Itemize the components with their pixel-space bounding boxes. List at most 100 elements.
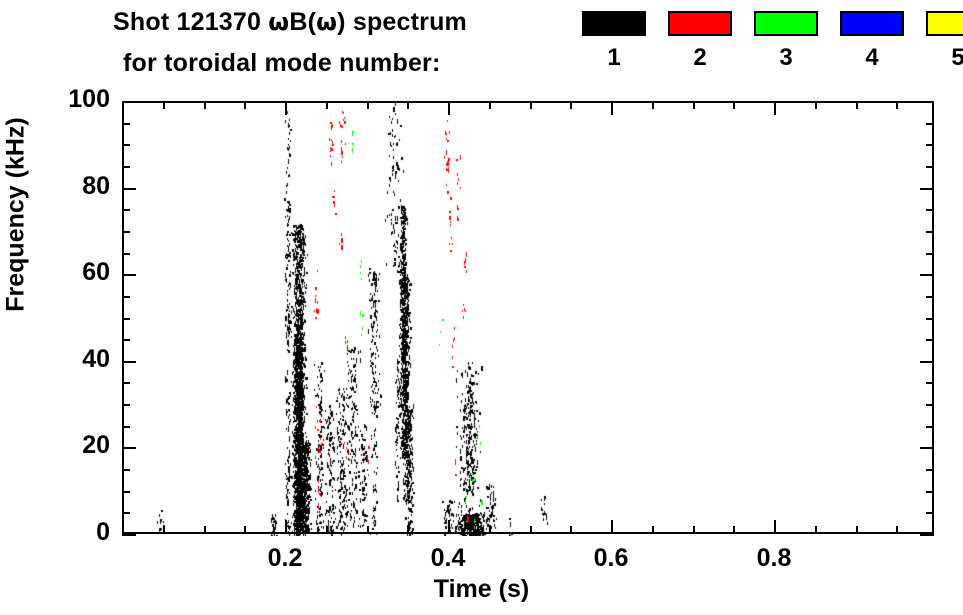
y-major-tick-80 <box>122 188 136 190</box>
y-minor-tick-95 <box>122 123 130 125</box>
y-minor-tick-right-5 <box>926 512 934 514</box>
legend-item-1: 1 <box>582 11 646 71</box>
y-minor-tick-right-65 <box>926 253 934 255</box>
x-major-tick-top-0.20 <box>285 101 287 115</box>
spectrogram-data-canvas <box>124 103 936 536</box>
y-minor-tick-right-50 <box>926 318 934 320</box>
y-major-tick-right-60 <box>920 274 934 276</box>
y-minor-tick-right-25 <box>926 426 934 428</box>
y-major-tick-right-40 <box>920 361 934 363</box>
y-minor-tick-65 <box>122 253 130 255</box>
x-major-tick-0.20 <box>285 520 287 534</box>
x-tick-label-0.4: 0.4 <box>430 544 466 572</box>
y-major-tick-40 <box>122 361 136 363</box>
x-minor-tick-0.05 <box>163 526 165 534</box>
plot-frame <box>122 101 936 536</box>
y-tick-label-60: 60 <box>82 258 110 287</box>
y-tick-label-40: 40 <box>82 344 110 373</box>
y-minor-tick-right-35 <box>926 382 934 384</box>
legend-label-3: 3 <box>779 44 793 71</box>
x-tick-label-0.6: 0.6 <box>593 544 629 572</box>
y-minor-tick-15 <box>122 469 130 471</box>
y-minor-tick-10 <box>122 491 130 493</box>
y-tick-label-80: 80 <box>82 171 110 200</box>
x-minor-tick-top-0.70 <box>693 101 695 109</box>
y-minor-tick-25 <box>122 426 130 428</box>
y-tick-label-20: 20 <box>82 431 110 460</box>
legend-swatch-1 <box>582 11 646 36</box>
x-minor-tick-0.55 <box>570 526 572 534</box>
figure-title-line-2: for toroidal mode number: <box>123 49 441 77</box>
figure-title-line-1: Shot 121370 ωB(ω) spectrum <box>113 8 467 37</box>
x-minor-tick-top-0.95 <box>896 101 898 109</box>
y-minor-tick-75 <box>122 209 130 211</box>
x-major-tick-top-0.40 <box>448 101 450 115</box>
x-minor-tick-0.85 <box>815 526 817 534</box>
title-spectrum-text: ) spectrum <box>337 8 467 36</box>
title-shot-text: Shot 121370 <box>113 8 269 36</box>
x-minor-tick-0.35 <box>407 526 409 534</box>
x-minor-tick-0.50 <box>530 526 532 534</box>
y-tick-label-100: 100 <box>68 85 110 113</box>
y-major-tick-right-100 <box>920 101 934 103</box>
legend-label-2: 2 <box>693 44 707 71</box>
x-major-tick-top-0.80 <box>774 101 776 115</box>
x-minor-tick-top-0.55 <box>570 101 572 109</box>
x-tick-label-0.2: 0.2 <box>267 544 303 572</box>
legend-item-3: 3 <box>754 11 818 71</box>
legend-swatch-3 <box>754 11 818 36</box>
y-major-tick-100 <box>122 101 136 103</box>
x-minor-tick-top-0.30 <box>367 101 369 109</box>
x-minor-tick-top-0.75 <box>733 101 735 109</box>
x-minor-tick-top-0.90 <box>856 101 858 109</box>
y-tick-label-0: 0 <box>96 518 110 546</box>
x-major-tick-0.40 <box>448 520 450 534</box>
y-minor-tick-30 <box>122 404 130 406</box>
y-axis-title: Frequency (kHz) <box>1 117 30 312</box>
x-major-tick-top-0.60 <box>611 101 613 115</box>
y-minor-tick-5 <box>122 512 130 514</box>
y-minor-tick-right-45 <box>926 339 934 341</box>
y-major-tick-right-20 <box>920 447 934 449</box>
y-minor-tick-right-70 <box>926 231 934 233</box>
x-axis-title: Time (s) <box>433 575 530 603</box>
legend-label-5: 5 <box>951 44 963 71</box>
y-major-tick-20 <box>122 447 136 449</box>
y-minor-tick-right-10 <box>926 491 934 493</box>
x-minor-tick-top-0.65 <box>652 101 654 109</box>
omega-symbol-2: ω <box>316 8 338 36</box>
y-minor-tick-right-90 <box>926 144 934 146</box>
y-minor-tick-70 <box>122 231 130 233</box>
x-minor-tick-top-0.35 <box>407 101 409 109</box>
y-major-tick-right-80 <box>920 188 934 190</box>
x-minor-tick-0.75 <box>733 526 735 534</box>
y-minor-tick-right-55 <box>926 296 934 298</box>
x-minor-tick-0.30 <box>367 526 369 534</box>
y-minor-tick-85 <box>122 166 130 168</box>
legend-item-2: 2 <box>668 11 732 71</box>
y-minor-tick-35 <box>122 382 130 384</box>
legend-swatch-2 <box>668 11 732 36</box>
x-minor-tick-0.45 <box>489 526 491 534</box>
x-minor-tick-top-0.45 <box>489 101 491 109</box>
x-minor-tick-0.65 <box>652 526 654 534</box>
y-minor-tick-50 <box>122 318 130 320</box>
y-minor-tick-right-75 <box>926 209 934 211</box>
x-minor-tick-top-0.50 <box>530 101 532 109</box>
omega-symbol-1: ω <box>268 8 290 36</box>
x-minor-tick-0.15 <box>244 526 246 534</box>
x-major-tick-0.60 <box>611 520 613 534</box>
y-minor-tick-right-95 <box>926 123 934 125</box>
x-minor-tick-top-0.85 <box>815 101 817 109</box>
legend-swatch-4 <box>840 11 904 36</box>
y-major-tick-right-0 <box>920 534 934 536</box>
y-minor-tick-45 <box>122 339 130 341</box>
legend-item-5: 5 <box>926 11 963 71</box>
x-minor-tick-0.10 <box>204 526 206 534</box>
x-minor-tick-top-0.05 <box>163 101 165 109</box>
x-minor-tick-top-0.10 <box>204 101 206 109</box>
y-minor-tick-55 <box>122 296 130 298</box>
y-major-tick-60 <box>122 274 136 276</box>
x-tick-label-0.8: 0.8 <box>756 544 792 572</box>
